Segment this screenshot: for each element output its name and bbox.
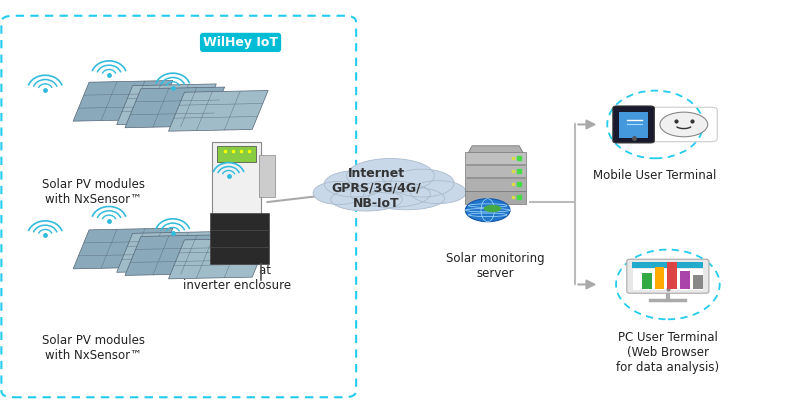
- FancyBboxPatch shape: [210, 230, 270, 247]
- Text: Solar PV modules
with NxSensor™: Solar PV modules with NxSensor™: [42, 334, 145, 362]
- Text: WilHey IoT: WilHey IoT: [203, 36, 278, 49]
- FancyBboxPatch shape: [259, 155, 275, 197]
- Polygon shape: [466, 146, 526, 157]
- Polygon shape: [125, 235, 225, 275]
- Bar: [667, 263, 677, 289]
- Ellipse shape: [368, 187, 445, 210]
- Bar: [693, 275, 702, 289]
- Polygon shape: [169, 90, 268, 131]
- FancyBboxPatch shape: [465, 165, 526, 177]
- FancyBboxPatch shape: [613, 106, 654, 143]
- FancyBboxPatch shape: [210, 213, 270, 230]
- Ellipse shape: [484, 205, 502, 212]
- FancyBboxPatch shape: [632, 262, 703, 268]
- FancyBboxPatch shape: [212, 142, 262, 226]
- Ellipse shape: [346, 159, 434, 193]
- Polygon shape: [73, 228, 173, 269]
- Circle shape: [660, 112, 708, 137]
- Text: Internet
GPRS/3G/4G/
NB-IoT: Internet GPRS/3G/4G/ NB-IoT: [331, 166, 421, 209]
- Polygon shape: [125, 87, 225, 128]
- Ellipse shape: [390, 169, 454, 197]
- Text: Mobile User Terminal: Mobile User Terminal: [594, 169, 717, 182]
- Ellipse shape: [324, 171, 385, 197]
- Bar: [680, 271, 690, 289]
- FancyBboxPatch shape: [465, 152, 526, 164]
- Ellipse shape: [410, 180, 466, 204]
- FancyBboxPatch shape: [218, 146, 256, 162]
- FancyBboxPatch shape: [465, 191, 526, 204]
- Circle shape: [466, 199, 510, 222]
- FancyBboxPatch shape: [465, 178, 526, 190]
- Ellipse shape: [350, 181, 430, 207]
- Text: Solar monitoring
server: Solar monitoring server: [446, 252, 545, 280]
- Bar: [642, 273, 651, 289]
- FancyBboxPatch shape: [619, 112, 648, 138]
- Bar: [654, 267, 664, 289]
- Text: Gateway at
inverter enclosure: Gateway at inverter enclosure: [182, 264, 290, 292]
- Ellipse shape: [313, 181, 364, 204]
- Ellipse shape: [330, 188, 402, 211]
- FancyBboxPatch shape: [627, 259, 709, 293]
- Polygon shape: [117, 232, 216, 272]
- FancyBboxPatch shape: [210, 247, 270, 264]
- FancyBboxPatch shape: [633, 269, 702, 290]
- Text: PC User Terminal
(Web Browser
for data analysis): PC User Terminal (Web Browser for data a…: [616, 331, 719, 374]
- Polygon shape: [169, 238, 268, 279]
- Polygon shape: [73, 81, 173, 121]
- Polygon shape: [117, 84, 216, 125]
- Text: Solar PV modules
with NxSensor™: Solar PV modules with NxSensor™: [42, 178, 145, 206]
